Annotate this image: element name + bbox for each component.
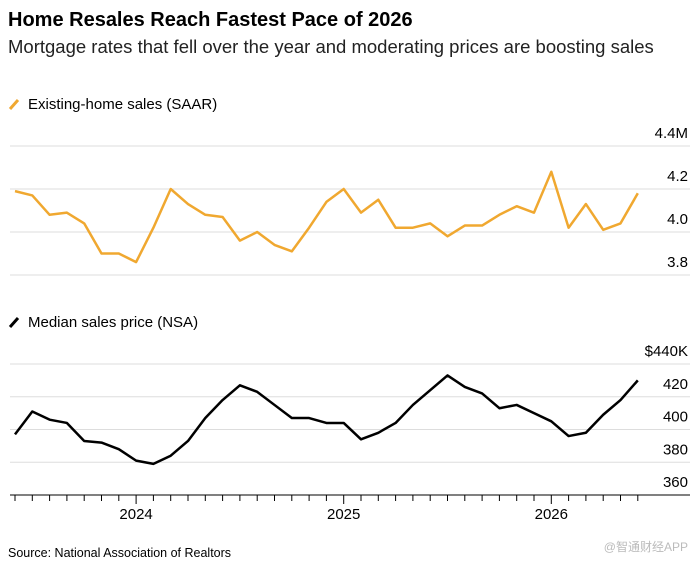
legend-swatch: [8, 99, 20, 110]
legend-label: Existing-home sales (SAAR): [28, 96, 217, 113]
legend-label: Median sales price (NSA): [28, 314, 198, 331]
legend-swatch: [8, 317, 20, 328]
y-tick-label: 400: [663, 409, 688, 426]
chart-title: Home Resales Reach Fastest Pace of 2026: [8, 9, 413, 31]
subtitle-box: Mortgage rates that fell over the year a…: [8, 36, 654, 57]
y-tick-label: 380: [663, 441, 688, 458]
y-tick-label: 4.4M: [655, 125, 688, 142]
series-line: [14, 170, 639, 264]
x-tick-label: 2025: [327, 506, 360, 523]
y-tick-label: 3.8: [667, 254, 688, 271]
y-tick-label: 4.2: [667, 168, 688, 185]
y-tick-label: 4.0: [667, 211, 688, 228]
y-tick-label: 360: [663, 474, 688, 491]
watermark: @智通财经APP: [604, 539, 688, 554]
y-tick-label: 420: [663, 376, 688, 393]
x-tick-label: 2024: [119, 506, 152, 523]
source: Source: National Association of Realtors: [8, 546, 231, 560]
series-line: [14, 374, 639, 466]
y-tick-label: $440K: [645, 343, 688, 360]
x-tick-label: 2026: [535, 506, 568, 523]
chart-subtitle: Mortgage rates that fell over the year a…: [8, 36, 654, 57]
